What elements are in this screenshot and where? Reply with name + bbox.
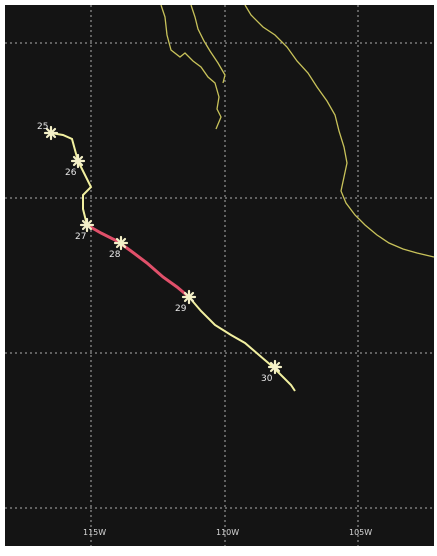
marker-cross-d2 [269, 361, 281, 373]
baja-california-coast [160, 5, 222, 130]
track-markers: 25 26 27 28 29 30 [37, 122, 283, 384]
track-marker-29[interactable]: 29 [175, 289, 197, 314]
track-segment-early [50, 132, 93, 226]
track-marker-label: 26 [65, 168, 77, 178]
longitude-labels: 115W 110W 105W [83, 528, 372, 537]
track-marker-label: 27 [75, 232, 86, 242]
marker-cross-d2 [81, 219, 93, 231]
lon-label-115w: 115W [83, 528, 106, 537]
track-marker-26[interactable]: 26 [65, 153, 86, 178]
track-marker-label: 28 [109, 250, 121, 260]
track-marker-label: 25 [37, 122, 48, 132]
baja-gulf-side [190, 5, 226, 84]
lon-label-105w: 105W [349, 528, 372, 537]
track-marker-label: 29 [175, 304, 187, 314]
marker-cross-d2 [72, 155, 84, 167]
track-marker-label: 30 [261, 374, 273, 384]
mainland-mexico-coast [244, 5, 434, 258]
track-segment-late [188, 296, 296, 392]
marker-cross-d2 [115, 237, 127, 249]
track-segment-highlighted [86, 223, 190, 299]
lon-label-110w: 110W [216, 528, 239, 537]
track-marker-25[interactable]: 25 [37, 122, 59, 141]
graticule [5, 5, 434, 551]
track-marker-28[interactable]: 28 [109, 235, 129, 260]
track-marker-27[interactable]: 27 [75, 217, 95, 242]
marker-cross-d2 [183, 291, 195, 303]
coastline [160, 5, 434, 258]
map-canvas: 25 26 27 28 29 30 115W 110W 105W [5, 5, 434, 551]
bottom-strip [0, 546, 437, 556]
storm-track [50, 132, 296, 392]
track-marker-30[interactable]: 30 [261, 359, 283, 384]
marker-cross-d2 [45, 127, 57, 139]
map-view[interactable]: 25 26 27 28 29 30 115W 110W 105W [5, 5, 434, 551]
